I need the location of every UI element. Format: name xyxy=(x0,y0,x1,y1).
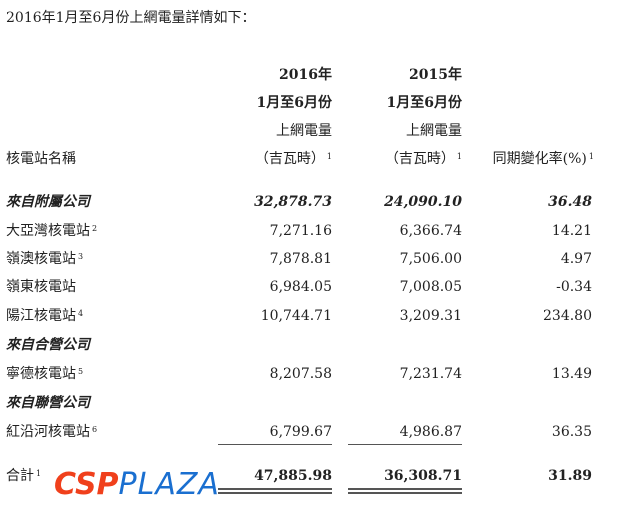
value-2016: 32,878.73 xyxy=(254,194,332,210)
footnote-marker: 1 xyxy=(456,152,462,161)
value-2016: 8,207.58 xyxy=(269,366,332,382)
total-label: 合計 1 xyxy=(6,468,42,484)
station-name: 來自附屬公司 xyxy=(6,194,90,210)
station-name: 嶺澳核電站 3 xyxy=(6,251,84,267)
change-rate: 36.48 xyxy=(548,194,592,210)
change-rate: 14.21 xyxy=(551,223,592,239)
value-2016: 7,271.16 xyxy=(269,223,332,239)
value-2015: 7,231.74 xyxy=(399,366,462,382)
footnote-marker: 1 xyxy=(326,152,332,161)
station-name: 大亞灣核電站 2 xyxy=(6,223,98,239)
footnote-marker: 3 xyxy=(78,252,84,261)
subtotal-line-2016 xyxy=(218,444,332,445)
total-2016: 47,885.98 xyxy=(254,468,332,484)
footnote-marker: 1 xyxy=(588,152,594,161)
header-2015-line: 1月至6月份 xyxy=(386,95,462,111)
change-rate: 13.49 xyxy=(551,366,592,382)
header-2015-line: （吉瓦時） 1 xyxy=(384,151,462,167)
value-2015: 4,986.87 xyxy=(399,424,462,440)
footnote-marker: 6 xyxy=(92,425,98,434)
station-name: 紅沿河核電站 6 xyxy=(6,424,98,440)
value-2016: 7,878.81 xyxy=(269,251,332,267)
change-rate: -0.34 xyxy=(556,279,592,295)
value-2015: 24,090.10 xyxy=(384,194,462,210)
header-station-name: 核電站名稱 xyxy=(6,151,76,167)
change-rate: 234.80 xyxy=(543,308,592,324)
csp-plaza-watermark-logo: CSPPLAZA xyxy=(54,468,220,502)
value-2016: 10,744.71 xyxy=(260,308,332,324)
station-name: 陽江核電站 4 xyxy=(6,308,84,324)
header-2016-line: 2016年 xyxy=(279,67,332,83)
header-2016-line: （吉瓦時） 1 xyxy=(254,151,332,167)
total-double-line-2016 xyxy=(218,488,332,494)
header-2016-line: 1月至6月份 xyxy=(256,95,332,111)
footnote-marker: 2 xyxy=(92,224,98,233)
watermark-suffix: PLAZA xyxy=(118,467,220,502)
footnote-marker: 4 xyxy=(78,309,84,318)
footnote-marker: 5 xyxy=(78,367,84,376)
header-2015-line: 上網電量 xyxy=(406,123,462,139)
value-2016: 6,984.05 xyxy=(269,279,332,295)
footnote-marker: 1 xyxy=(36,469,42,478)
value-2015: 6,366.74 xyxy=(399,223,462,239)
value-2015: 7,506.00 xyxy=(399,251,462,267)
value-2015: 7,008.05 xyxy=(399,279,462,295)
header-change-rate: 同期變化率(%) 1 xyxy=(492,151,594,167)
total-change: 31.89 xyxy=(548,468,592,484)
change-rate: 4.97 xyxy=(560,251,592,267)
station-name: 來自聯營公司 xyxy=(6,395,90,411)
watermark-brand: CSP xyxy=(54,467,119,502)
station-name: 寧德核電站 5 xyxy=(6,366,84,382)
value-2015: 3,209.31 xyxy=(399,308,462,324)
header-2016-line: 上網電量 xyxy=(276,123,332,139)
change-rate: 36.35 xyxy=(551,424,592,440)
station-name: 來自合營公司 xyxy=(6,337,90,353)
value-2016: 6,799.67 xyxy=(269,424,332,440)
station-name: 嶺東核電站 xyxy=(6,279,76,295)
total-double-line-2015 xyxy=(348,488,462,494)
header-2015-line: 2015年 xyxy=(409,67,462,83)
intro-text: 2016年1月至6月份上網電量詳情如下： xyxy=(6,10,256,26)
total-2015: 36,308.71 xyxy=(384,468,462,484)
subtotal-line-2015 xyxy=(348,444,462,445)
